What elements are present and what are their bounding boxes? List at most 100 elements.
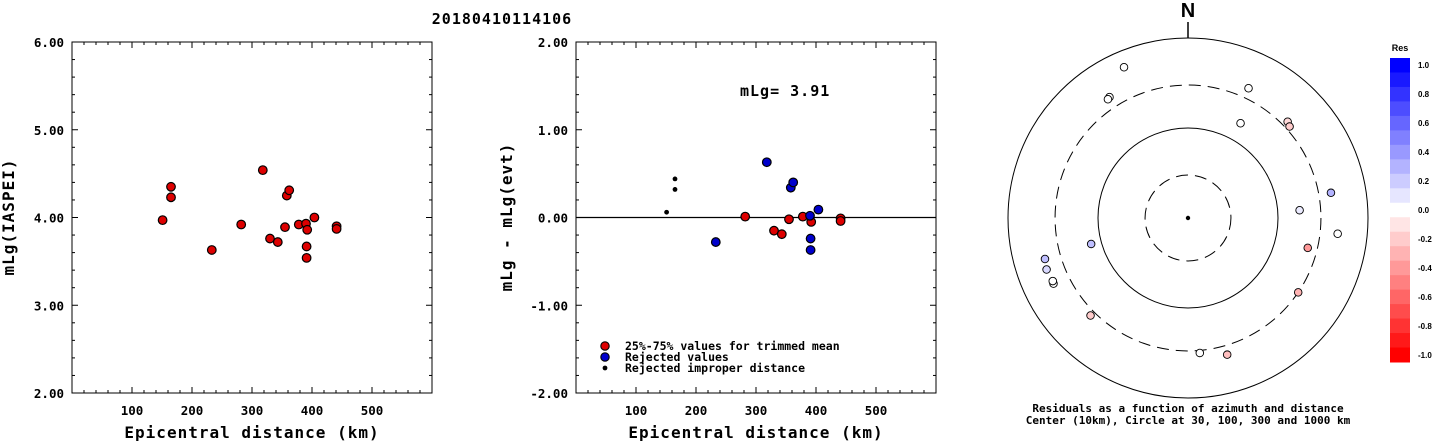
chart2-point-rejected xyxy=(805,233,816,244)
colorbar-cell xyxy=(1390,159,1410,175)
polar-point xyxy=(1333,229,1342,238)
chart1-points xyxy=(157,165,342,263)
colorbar: Res 1.0 0.8 0.6 0.4 0.2 0.0 -0.2 -0.4 -0.6 -0.8 -1… xyxy=(1390,43,1432,363)
chart-mlg-vs-distance: 100 200 300 400 500 2.00 3.00 4.00 5.00 6.00 Epic… xyxy=(0,35,433,441)
chart2-x-tick-label: 100 xyxy=(625,403,648,418)
polar-point xyxy=(1326,188,1336,198)
chart1-y-axis-label: mLg(IASPEI) xyxy=(0,159,18,276)
colorbar-cell xyxy=(1390,246,1410,262)
chart2-point-improper xyxy=(672,187,678,192)
chart2-point-trimmed xyxy=(769,225,779,236)
chart2-annotation: mLg= 3.91 xyxy=(740,82,830,100)
chart1-y-tick-label: 6.00 xyxy=(34,35,64,50)
colorbar-tick-label: 0.4 xyxy=(1418,148,1430,157)
chart2-x-tick-label: 400 xyxy=(805,403,828,418)
chart2-point-trimmed xyxy=(776,229,787,240)
chart2-point-trimmed xyxy=(740,211,751,222)
colorbar-cell xyxy=(1390,173,1410,189)
chart-polar-residuals: N Residuals as a function of azimuth and… xyxy=(1007,0,1369,427)
colorbar-cell xyxy=(1390,72,1410,88)
polar-point xyxy=(1295,205,1304,215)
chart2-y-tick-label: 1.00 xyxy=(538,123,568,138)
chart1-y-tick-label: 5.00 xyxy=(34,123,64,138)
legend-marker xyxy=(602,365,608,371)
chart1-point xyxy=(309,212,320,223)
polar-point xyxy=(1293,288,1303,297)
colorbar-tick-label: 0.2 xyxy=(1418,177,1430,186)
colorbar-tick-label: -1.0 xyxy=(1418,351,1432,360)
chart1-point xyxy=(272,237,283,247)
colorbar-tick-label: 0.0 xyxy=(1418,206,1430,215)
chart2-point-trimmed xyxy=(784,214,794,225)
polar-center-dot xyxy=(1185,215,1191,221)
chart2-point-rejected xyxy=(710,237,721,247)
chart1-y-tick-label: 4.00 xyxy=(34,211,64,226)
polar-point xyxy=(1048,276,1058,286)
colorbar-cell xyxy=(1390,202,1410,218)
chart2-x-tick-label: 500 xyxy=(865,403,888,418)
chart1-point xyxy=(302,224,313,235)
chart2-point-rejected xyxy=(761,157,772,168)
chart2-legend: 25%-75% values for trimmed meanRejected … xyxy=(600,339,840,375)
chart1-x-tick-label: 100 xyxy=(121,403,144,418)
polar-point xyxy=(1103,95,1113,104)
chart2-point-improper xyxy=(664,209,669,215)
chart2-x-axis-label: Epicentral distance (km) xyxy=(628,423,883,441)
chart1-y-tick-label: 2.00 xyxy=(34,386,64,401)
legend-marker xyxy=(600,341,610,351)
colorbar-cell xyxy=(1390,188,1410,204)
chart2-x-tick-label: 200 xyxy=(685,403,708,418)
polar-point xyxy=(1086,239,1096,249)
colorbar-cell xyxy=(1390,275,1410,291)
chart2-y-tick-label: 2.00 xyxy=(538,35,568,50)
colorbar-tick-label: 0.8 xyxy=(1418,90,1430,99)
chart2-point-rejected xyxy=(788,177,799,188)
colorbar-tick-label: -0.8 xyxy=(1418,322,1432,331)
polar-point xyxy=(1303,243,1312,253)
chart1-point xyxy=(301,252,312,263)
colorbar-cell xyxy=(1390,304,1410,320)
polar-caption-line2: Center (10km), Circle at 30, 100, 300 an… xyxy=(1026,414,1351,427)
legend-marker xyxy=(600,352,610,362)
chart1-point xyxy=(265,233,275,244)
colorbar-tick-label: 0.6 xyxy=(1418,119,1430,128)
chart1-point xyxy=(166,181,176,192)
colorbar-tick-label: -0.2 xyxy=(1418,235,1432,244)
polar-point xyxy=(1285,122,1294,131)
polar-point xyxy=(1086,311,1095,320)
colorbar-cell xyxy=(1390,130,1410,146)
chart1-x-tick-label: 200 xyxy=(181,403,204,418)
chart2-point-improper xyxy=(672,176,678,182)
chart2-point-rejected xyxy=(805,210,815,221)
chart2-point-rejected xyxy=(805,245,816,255)
colorbar-cell xyxy=(1390,58,1410,73)
chart1-x-axis-label: Epicentral distance (km) xyxy=(124,423,379,441)
north-label: N xyxy=(1181,0,1195,22)
colorbar-tick-label: -0.6 xyxy=(1418,293,1432,302)
chart1-x-tick-label: 300 xyxy=(241,403,264,418)
polar-caption-line1: Residuals as a function of azimuth and d… xyxy=(1032,402,1344,415)
chart1-point xyxy=(301,241,312,252)
chart1-x-tick-label: 500 xyxy=(361,403,384,418)
chart1-frame xyxy=(71,41,433,394)
chart2-x-tick-label: 300 xyxy=(745,403,768,418)
polar-point xyxy=(1040,254,1050,264)
legend-label: Rejected improper distance xyxy=(625,361,805,375)
legend-label: Rejected values xyxy=(625,350,729,364)
colorbar-ticks: 1.0 0.8 0.6 0.4 0.2 0.0 -0.2 -0.4 -0.6 -0.8 -1.0 xyxy=(1418,61,1432,360)
chart2-y-tick-label: -2.00 xyxy=(530,386,568,401)
polar-ring xyxy=(1007,37,1369,399)
colorbar-cell xyxy=(1390,86,1410,102)
chart1-point xyxy=(284,185,295,196)
colorbar-cell xyxy=(1390,318,1410,334)
chart1-point xyxy=(206,245,217,255)
chart2-points xyxy=(664,157,846,255)
colorbar-cell xyxy=(1390,347,1410,363)
colorbar-cell xyxy=(1390,101,1410,117)
chart1-point xyxy=(257,165,268,176)
legend-label: 25%-75% values for trimmed mean xyxy=(625,339,840,353)
colorbar-cell xyxy=(1390,115,1410,131)
figure-title: 20180410114106 xyxy=(432,10,572,28)
chart2-y-axis-label: mLg - mLg(evt) xyxy=(497,143,516,292)
chart-residual-vs-distance: 100 200 300 400 500 -2.00 -1.00 0.00 1.00 2.00 mL… xyxy=(497,35,937,441)
